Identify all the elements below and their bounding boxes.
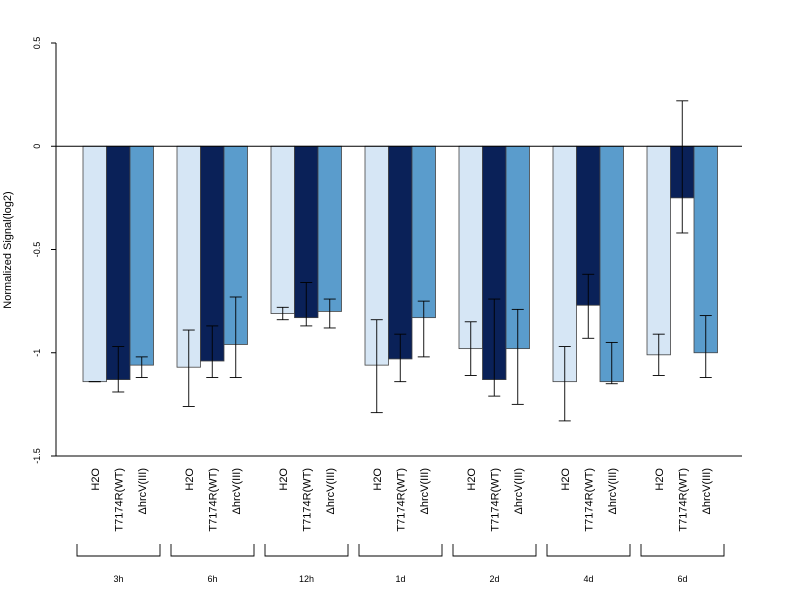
error-bar [488, 298, 501, 397]
group-bracket: 6h [170, 544, 255, 584]
group-brackets: 3h 6h 12h 1d 2d 4d 6d [76, 544, 725, 584]
category-label: ΔhrcV(III) [513, 468, 525, 514]
category-label: H2O [90, 468, 102, 491]
group-bracket: 4d [546, 544, 631, 584]
category-label: H2O [654, 468, 666, 491]
error-bar [582, 273, 595, 339]
bar [82, 145, 107, 383]
error-bar [394, 333, 407, 383]
category-label: T7174R(WT) [677, 468, 689, 532]
error-bar [558, 346, 571, 422]
group-bracket: 6d [640, 544, 725, 584]
category-label: T7174R(WT) [113, 468, 125, 532]
category-label: ΔhrcV(III) [701, 468, 713, 514]
group-label: 2d [489, 574, 499, 584]
group-bracket: 3h [76, 544, 161, 584]
y-tick-label: -1.5 [32, 448, 42, 464]
group-label: 3h [113, 574, 123, 584]
group-bracket: 12h [264, 544, 349, 584]
bar [106, 145, 131, 380]
category-label: T7174R(WT) [395, 468, 407, 532]
error-bar [182, 329, 195, 407]
error-bar [605, 341, 618, 385]
group-label: 4d [583, 574, 593, 584]
error-bar [112, 346, 125, 393]
plot-frame [56, 145, 742, 457]
y-axis: 0.5 0 -0.5 -1 -1.5 [32, 37, 57, 464]
bars [82, 145, 718, 383]
group-label: 6d [677, 574, 687, 584]
error-bar [276, 306, 289, 321]
category-label: H2O [560, 468, 572, 491]
error-bar [511, 308, 524, 405]
error-bar [229, 296, 242, 378]
bar [411, 145, 436, 319]
group-bracket: 2d [452, 544, 537, 584]
bar [317, 145, 342, 312]
category-label: H2O [184, 468, 196, 491]
category-labels: H2O T7174R(WT) ΔhrcV(III) H2O T7174R(WT) Δhrc… [90, 468, 713, 532]
bar [129, 145, 154, 366]
y-tick-label: 0.5 [32, 37, 42, 50]
category-label: H2O [466, 468, 478, 491]
bar [270, 145, 295, 314]
category-label: ΔhrcV(III) [137, 468, 149, 514]
bar [458, 145, 483, 350]
category-label: ΔhrcV(III) [325, 468, 337, 514]
error-bar [370, 319, 383, 414]
y-tick-label: -1 [32, 349, 42, 357]
category-label: T7174R(WT) [207, 468, 219, 532]
category-label: T7174R(WT) [583, 468, 595, 532]
category-label: ΔhrcV(III) [231, 468, 243, 514]
error-bar [206, 325, 219, 378]
category-label: T7174R(WT) [489, 468, 501, 532]
error-bar [676, 100, 689, 234]
bar [388, 145, 413, 360]
group-label: 1d [395, 574, 405, 584]
category-label: ΔhrcV(III) [607, 468, 619, 514]
error-bar [300, 282, 313, 327]
error-bar [323, 298, 336, 329]
bar [646, 145, 671, 356]
category-label: T7174R(WT) [301, 468, 313, 532]
category-label: H2O [278, 468, 290, 491]
error-bars [88, 100, 712, 422]
y-tick-label: 0 [32, 144, 42, 149]
error-bar [417, 300, 430, 358]
y-tick-label: -0.5 [32, 242, 42, 258]
category-label: H2O [372, 468, 384, 491]
category-label: ΔhrcV(III) [419, 468, 431, 514]
error-bar [135, 356, 148, 378]
error-bar [464, 321, 477, 376]
group-label: 6h [207, 574, 217, 584]
error-bar [699, 315, 712, 378]
group-label: 12h [299, 574, 314, 584]
error-bar [652, 333, 665, 376]
group-bracket: 1d [358, 544, 443, 584]
y-axis-label: Normalized Signal(log2) [2, 191, 14, 308]
